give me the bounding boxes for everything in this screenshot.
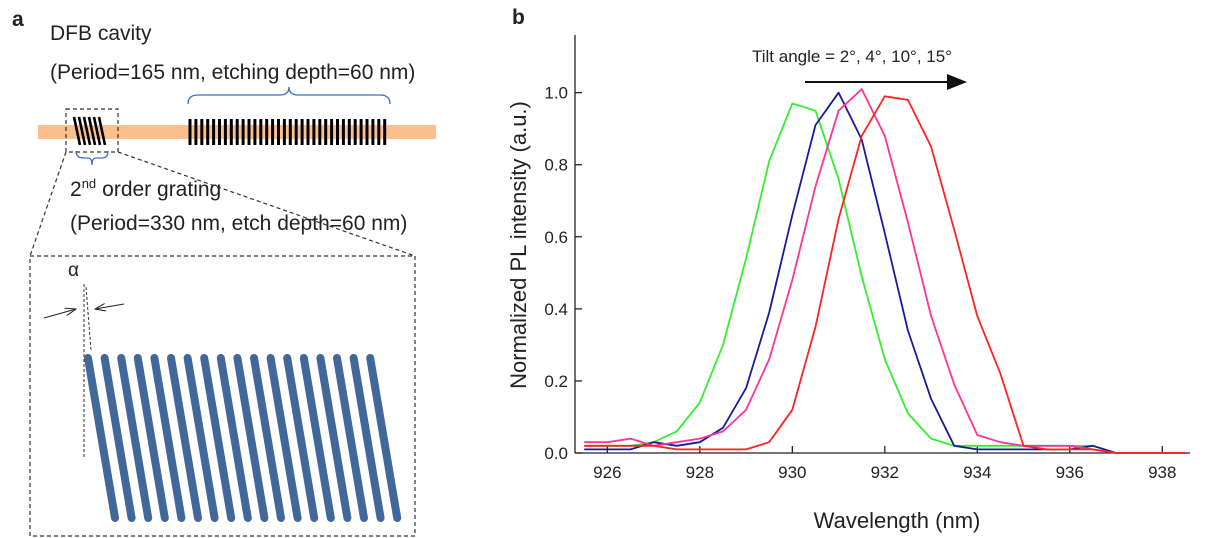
grating-bar bbox=[316, 354, 352, 522]
brace bbox=[75, 150, 109, 166]
y-tick-label: 0.4 bbox=[544, 300, 568, 319]
x-tick-label: 930 bbox=[778, 463, 806, 482]
panel-a: a DFB cavity (Period=165 nm, etching dep… bbox=[12, 8, 436, 537]
grating-bar bbox=[84, 354, 119, 522]
zoom-box bbox=[65, 108, 119, 153]
y-tick-label: 0.0 bbox=[544, 444, 568, 463]
data-line bbox=[584, 91, 1186, 454]
grating-bar bbox=[100, 354, 136, 522]
grating-bar bbox=[133, 354, 169, 522]
grating-bar bbox=[216, 354, 252, 522]
grating-bar bbox=[150, 354, 186, 522]
grating-bar bbox=[250, 354, 285, 522]
arrow bbox=[95, 304, 125, 309]
superscript: nd bbox=[82, 176, 96, 191]
data-line bbox=[584, 95, 1186, 454]
tilted-grating bbox=[84, 354, 402, 522]
grating-bar bbox=[117, 354, 153, 522]
y-axis-label: Normalized PL intensity (a.u.) bbox=[506, 101, 531, 389]
grating-bar bbox=[266, 354, 302, 522]
grating-bar bbox=[283, 354, 319, 522]
panel-label: a bbox=[12, 8, 24, 31]
x-tick-label: 938 bbox=[1148, 463, 1176, 482]
grating-bar bbox=[233, 354, 269, 522]
grating-line bbox=[97, 116, 107, 146]
grating-bar bbox=[299, 354, 335, 522]
y-tick-label: 1.0 bbox=[544, 84, 568, 103]
arrow bbox=[43, 309, 76, 319]
grating-line bbox=[92, 116, 102, 146]
data-line bbox=[584, 88, 1186, 454]
panel-b: b Tilt angle = 2°, 4°, 10°, 15° Waveleng… bbox=[506, 6, 1190, 533]
grating-bar bbox=[366, 354, 402, 522]
second-order-grating bbox=[72, 116, 107, 146]
y-tick-label: 0.8 bbox=[544, 156, 568, 175]
grating-bar bbox=[349, 354, 385, 522]
grating-spec: (Period=330 nm, etch depth=60 nm) bbox=[70, 212, 407, 235]
dfb-grating bbox=[188, 119, 387, 145]
grating-order: 2 bbox=[70, 178, 82, 201]
zoom-line bbox=[117, 151, 416, 257]
zoom-detail-box bbox=[29, 255, 416, 537]
x-tick-label: 926 bbox=[593, 463, 621, 482]
grating-title: 2nd order grating bbox=[70, 176, 221, 201]
tilt-line bbox=[85, 286, 92, 351]
x-tick-label: 928 bbox=[686, 463, 714, 482]
y-tick-label: 0.6 bbox=[544, 228, 568, 247]
data-line bbox=[584, 102, 1186, 454]
cavity-title: DFB cavity bbox=[50, 22, 152, 45]
cavity-spec: (Period=165 nm, etching depth=60 nm) bbox=[50, 61, 415, 84]
brace bbox=[187, 86, 391, 105]
x-tick-label: 932 bbox=[871, 463, 899, 482]
grating-title-text: order grating bbox=[102, 178, 221, 201]
grating-line bbox=[87, 116, 97, 146]
annotation: Tilt angle = 2°, 4°, 10°, 15° bbox=[752, 47, 952, 66]
grating-bar bbox=[333, 354, 368, 522]
panel-label: b bbox=[512, 6, 525, 29]
zoom-line bbox=[29, 151, 67, 257]
grating-bar bbox=[167, 354, 202, 522]
grating-line bbox=[77, 116, 87, 146]
x-tick-label: 934 bbox=[963, 463, 991, 482]
x-tick-label: 936 bbox=[1056, 463, 1084, 482]
grating-line bbox=[82, 116, 92, 146]
angle-symbol: α bbox=[68, 260, 79, 281]
y-tick-label: 0.2 bbox=[544, 372, 568, 391]
grating-bar bbox=[200, 354, 236, 522]
grating-bar bbox=[183, 354, 219, 522]
x-axis-label: Wavelength (nm) bbox=[814, 508, 981, 533]
grating-line bbox=[72, 116, 82, 146]
plot: 0.0 0.2 0.4 0.6 0.8 1.0 926 928 930 932 934 936 938 bbox=[544, 35, 1190, 482]
